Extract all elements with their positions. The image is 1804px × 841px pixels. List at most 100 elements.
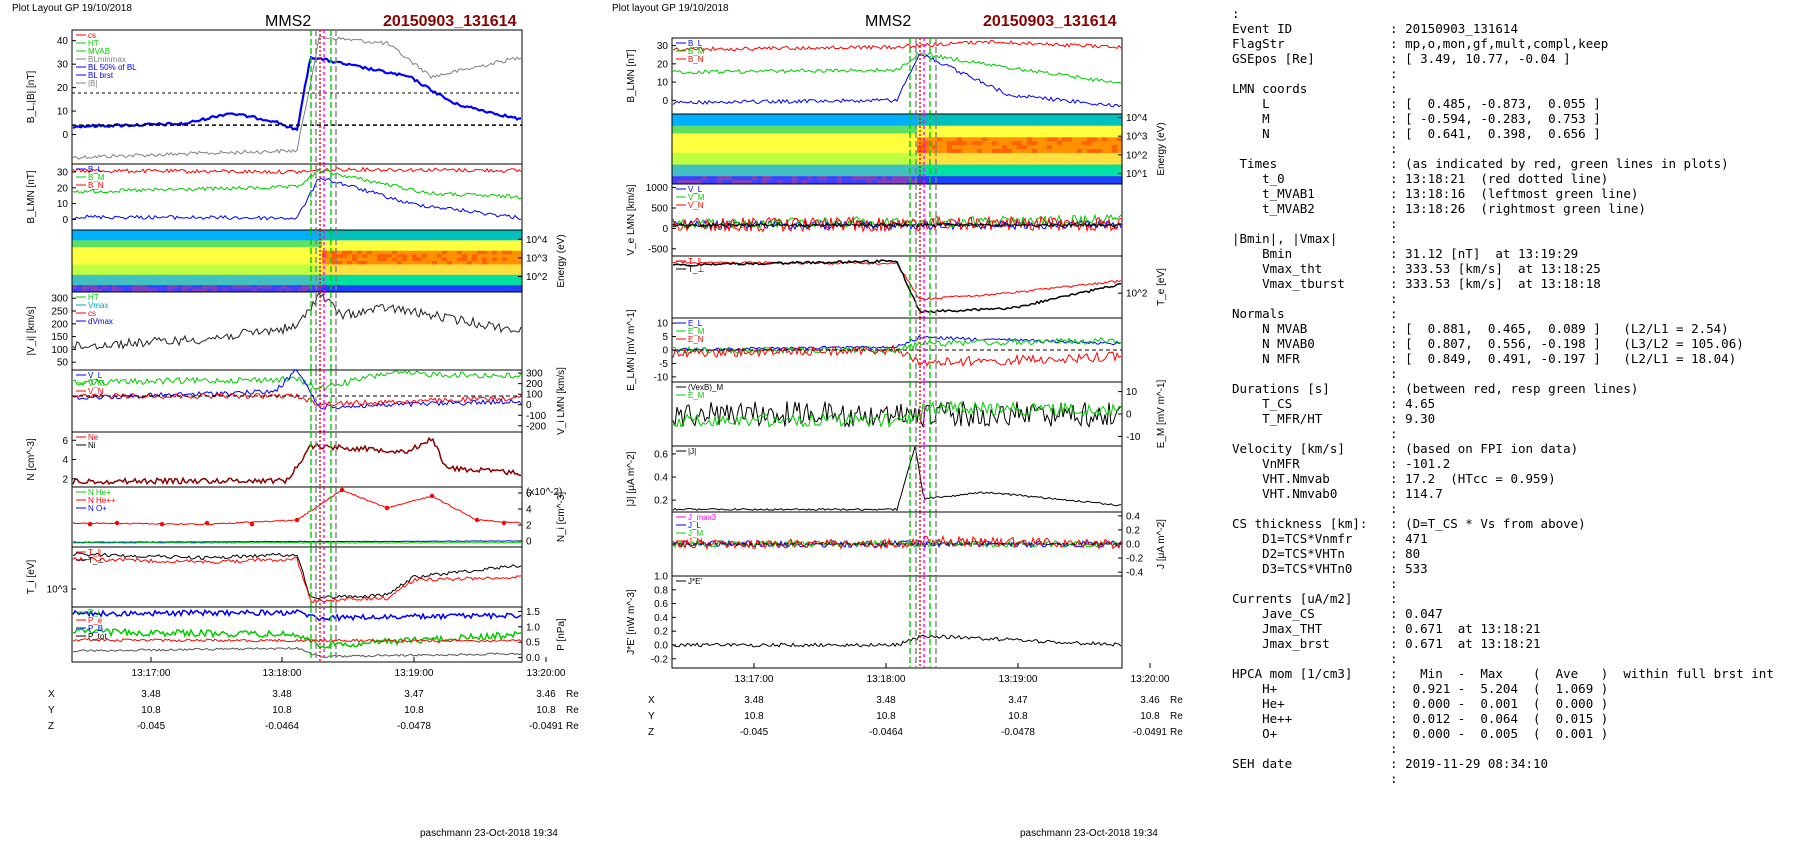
position-unit: Re	[566, 705, 579, 716]
y-tick-label: 10^3	[526, 253, 548, 264]
position-value: -0.0478	[397, 721, 431, 732]
y-tick-label: 0	[1126, 410, 1132, 421]
info-line: :	[1232, 741, 1398, 756]
y-tick-label: 20	[57, 83, 69, 94]
info-line: CS thickness [km]: : (D=T_CS * Vs from a…	[1232, 516, 1586, 531]
legend-entry: T_∥	[688, 257, 701, 266]
y-axis-label: |J| [μA m^-2]	[626, 451, 637, 506]
info-line: LMN coords :	[1232, 81, 1398, 96]
legend-entry: Ne	[88, 433, 99, 442]
y-axis-label: B_L,|B| [nT]	[26, 71, 37, 124]
legend-entry: MVAB	[88, 47, 110, 56]
y-tick-label: 4	[526, 505, 532, 516]
legend-entry: cs	[88, 309, 96, 318]
legend-entry: J*E'	[688, 577, 702, 586]
y-tick-label: 200	[526, 379, 543, 390]
series-line	[672, 400, 1122, 429]
info-line: :	[1232, 141, 1398, 156]
y-tick-label: 0	[62, 130, 68, 141]
info-line: Jmax_THT : 0.671 at 13:18:21	[1232, 621, 1541, 636]
y-tick-label: 100	[526, 390, 543, 401]
position-value: 10.8	[744, 711, 764, 722]
y-tick-label: 0	[662, 96, 668, 107]
y-tick-label: 10^1	[1126, 169, 1148, 180]
y-tick-label: 0.8	[654, 585, 668, 596]
info-line: :	[1232, 771, 1398, 786]
y-tick-label: 0.2	[654, 496, 668, 507]
x-tick-label: 13:20:00	[527, 668, 566, 679]
position-label: Z	[48, 721, 54, 732]
legend-entry: BL brst	[88, 71, 114, 80]
series-line	[72, 436, 522, 486]
info-line: N MVAB : [ 0.881, 0.465, 0.089 ] (L2/L1 …	[1232, 321, 1729, 336]
info-line: D3=TCS*VHTn0 : 533	[1232, 561, 1428, 576]
position-label: X	[48, 689, 55, 700]
y-tick-label: 0	[62, 215, 68, 226]
series-line	[672, 222, 1122, 228]
legend-entry: J_M	[688, 529, 703, 538]
y-tick-label: 0.0	[1126, 540, 1140, 551]
position-label: Y	[48, 705, 55, 716]
y-tick-label: 10	[57, 199, 69, 210]
info-line: t_MVAB2 : 13:18:26 (rightmost green line…	[1232, 201, 1646, 216]
y-tick-label: -100	[526, 411, 546, 422]
y-tick-label: 0.0	[526, 653, 540, 664]
series-line	[72, 608, 522, 622]
y-axis-label: |V_i| [km/s]	[26, 306, 37, 355]
position-label: Z	[648, 727, 654, 738]
series-line	[72, 552, 522, 600]
legend-entry: V_L	[88, 371, 103, 380]
position-value: 10.8	[141, 705, 161, 716]
data-point	[294, 517, 300, 523]
info-line: T_CS : 4.65	[1232, 396, 1435, 411]
data-point	[87, 522, 93, 527]
info-line: O+ : 0.000 - 0.005 ( 0.001 )	[1232, 726, 1608, 741]
y-axis-label: T_i [eV]	[26, 560, 37, 595]
position-unit: Re	[1170, 695, 1183, 706]
y-tick-label: 200	[51, 319, 68, 330]
footer-credit: paschmann 23-Oct-2018 19:34	[420, 828, 558, 839]
data-point	[114, 520, 120, 526]
legend-entry: P_tot	[88, 632, 107, 641]
legend-entry: V_M	[88, 379, 105, 388]
y-axis-label: E_LMN [mV m^-1]	[626, 309, 637, 391]
info-line: :	[1232, 426, 1398, 441]
y-tick-label: 20	[57, 183, 69, 194]
y-tick-label: 0.4	[1126, 511, 1140, 522]
legend-entry: E_N	[688, 335, 704, 344]
y-tick-label: 300	[526, 369, 543, 380]
legend-entry: P_B	[88, 624, 103, 633]
legend-entry: BL 50% of BL	[88, 63, 137, 72]
legend-entry: T_∥	[88, 548, 101, 557]
position-unit: Re	[566, 689, 579, 700]
position-value: -0.045	[740, 727, 769, 738]
legend-entry: V_N	[88, 387, 104, 396]
series-line	[73, 627, 522, 649]
series-line	[672, 634, 1122, 648]
y-tick-label: 0.4	[654, 473, 668, 484]
legend-entry: N He++	[88, 496, 116, 505]
panel-frame	[671, 575, 1123, 669]
y-tick-label: 500	[651, 204, 668, 215]
info-line: Bmin : 31.12 [nT] at 13:19:29	[1232, 246, 1578, 261]
info-line: N MVAB0 : [ 0.807, 0.556, -0.198 ] (L3/L…	[1232, 336, 1744, 351]
y-tick-label: 30	[57, 60, 69, 71]
legend-entry: cs	[88, 31, 96, 40]
panel-frame	[671, 255, 1123, 319]
position-value: -0.0491	[1133, 727, 1167, 738]
position-value: 10.8	[404, 705, 424, 716]
info-line: HPCA mom [1/cm3] : Min - Max ( Ave ) wit…	[1232, 666, 1774, 681]
info-line: :	[1232, 651, 1398, 666]
info-line: VnMFR : -101.2	[1232, 456, 1450, 471]
spectrogram	[71, 229, 523, 293]
y-tick-label: 6	[526, 489, 532, 500]
y-tick-label: 10	[1126, 387, 1138, 398]
legend-entry: J_N	[688, 537, 702, 546]
y-tick-label: 2	[62, 474, 68, 485]
series-line	[672, 259, 1122, 314]
info-line: N : [ 0.641, 0.398, 0.656 ]	[1232, 126, 1601, 141]
y-axis-label: V_e LMN [km/s]	[626, 184, 637, 255]
legend-entry: E_M	[688, 327, 705, 336]
